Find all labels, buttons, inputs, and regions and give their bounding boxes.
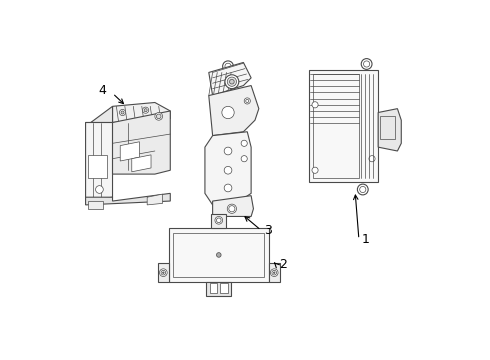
Circle shape (224, 166, 232, 174)
Polygon shape (147, 194, 163, 205)
Circle shape (222, 106, 234, 119)
Circle shape (273, 272, 275, 274)
Circle shape (121, 111, 124, 114)
Polygon shape (378, 109, 401, 151)
Circle shape (224, 147, 232, 155)
Circle shape (244, 98, 250, 104)
Bar (380, 116, 395, 139)
Polygon shape (120, 142, 140, 161)
Polygon shape (213, 195, 253, 216)
Polygon shape (88, 201, 103, 209)
Circle shape (217, 253, 221, 257)
Circle shape (215, 216, 222, 224)
Polygon shape (205, 132, 251, 205)
Circle shape (361, 59, 372, 69)
Circle shape (270, 269, 278, 276)
Circle shape (229, 80, 234, 84)
Polygon shape (211, 214, 226, 228)
Circle shape (163, 272, 164, 274)
Polygon shape (86, 122, 113, 201)
Bar (173, 233, 264, 277)
Text: 2: 2 (280, 258, 288, 271)
Circle shape (241, 156, 247, 162)
Circle shape (357, 184, 368, 195)
Circle shape (160, 269, 167, 276)
Polygon shape (309, 70, 378, 182)
Polygon shape (209, 86, 259, 136)
Polygon shape (132, 155, 151, 172)
Polygon shape (86, 193, 171, 205)
Circle shape (227, 77, 237, 86)
Bar (88, 155, 107, 178)
Polygon shape (86, 106, 113, 126)
Polygon shape (113, 111, 171, 174)
Circle shape (369, 156, 375, 162)
Bar (210, 283, 217, 293)
Polygon shape (269, 263, 280, 282)
Circle shape (96, 186, 103, 193)
Circle shape (143, 107, 149, 113)
Polygon shape (158, 263, 169, 282)
Polygon shape (206, 282, 231, 296)
Bar (313, 74, 359, 178)
Text: 4: 4 (98, 85, 106, 98)
Circle shape (364, 61, 369, 67)
Circle shape (225, 63, 231, 69)
Circle shape (241, 140, 247, 147)
Circle shape (144, 109, 147, 112)
Circle shape (156, 114, 161, 119)
Bar (220, 283, 228, 293)
Circle shape (225, 75, 239, 89)
Circle shape (120, 109, 125, 116)
Text: 1: 1 (362, 233, 370, 246)
Circle shape (227, 204, 237, 213)
Circle shape (312, 102, 318, 108)
Text: 3: 3 (264, 224, 272, 237)
Circle shape (312, 167, 318, 173)
Bar (169, 228, 269, 282)
Polygon shape (209, 62, 251, 95)
Polygon shape (113, 103, 171, 122)
Circle shape (222, 61, 233, 72)
Circle shape (155, 112, 163, 120)
Circle shape (224, 184, 232, 192)
